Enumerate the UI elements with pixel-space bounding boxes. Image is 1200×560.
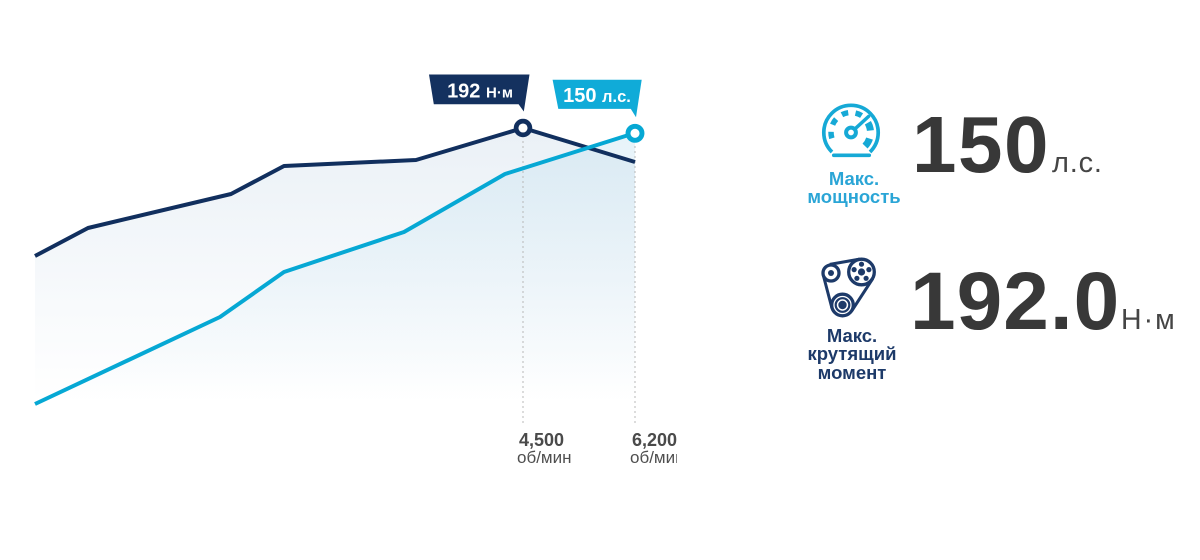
svg-text:4,500: 4,500: [519, 430, 564, 450]
svg-text:192 Н·м: 192 Н·м: [447, 81, 513, 103]
svg-text:об/мин: об/мин: [630, 448, 685, 467]
svg-text:6,200: 6,200: [632, 430, 677, 450]
svg-text:150 л.с.: 150 л.с.: [563, 85, 631, 107]
svg-text:об/мин: об/мин: [517, 448, 572, 467]
